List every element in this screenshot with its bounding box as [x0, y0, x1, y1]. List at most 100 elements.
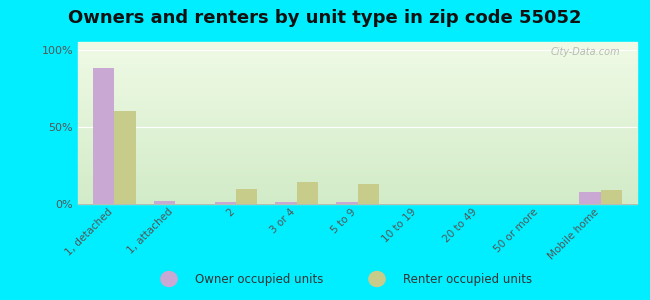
Bar [78, 79, 637, 81]
Bar [78, 176, 637, 178]
Bar [78, 131, 637, 133]
Bar [78, 175, 637, 176]
Bar [78, 196, 637, 197]
Bar [78, 87, 637, 89]
Bar [78, 45, 637, 47]
Bar [78, 157, 637, 159]
Bar [78, 141, 637, 142]
Bar [78, 103, 637, 105]
Bar [236, 189, 257, 204]
Bar [78, 81, 637, 82]
Bar [579, 192, 601, 204]
Bar [78, 134, 637, 136]
Bar [78, 108, 637, 110]
Text: Owners and renters by unit type in zip code 55052: Owners and renters by unit type in zip c… [68, 9, 582, 27]
Bar [78, 70, 637, 71]
Bar [78, 191, 637, 193]
Bar [78, 189, 637, 191]
Bar [78, 84, 637, 86]
Bar [78, 97, 637, 99]
Bar [78, 52, 637, 53]
Bar [78, 42, 637, 44]
Bar [78, 113, 637, 115]
Bar [93, 68, 114, 204]
Bar [78, 193, 637, 194]
Bar [78, 136, 637, 138]
Bar [78, 159, 637, 160]
Bar [78, 55, 637, 57]
Bar [78, 66, 637, 68]
Bar [601, 190, 622, 204]
Bar [78, 201, 637, 203]
Bar [78, 199, 637, 201]
Bar [78, 60, 637, 61]
Bar [114, 111, 136, 204]
Bar [154, 201, 176, 204]
Bar [78, 180, 637, 181]
Bar [78, 86, 637, 87]
Bar [78, 186, 637, 188]
Bar [78, 139, 637, 141]
Bar [78, 162, 637, 164]
Bar [78, 167, 637, 168]
Bar [78, 128, 637, 130]
Bar [297, 182, 318, 204]
Bar [78, 194, 637, 196]
Bar [78, 68, 637, 70]
Bar [78, 61, 637, 63]
Bar [78, 65, 637, 66]
Bar [78, 57, 637, 58]
Bar [78, 100, 637, 102]
Text: Owner occupied units: Owner occupied units [195, 272, 324, 286]
Bar [78, 155, 637, 157]
Bar [78, 165, 637, 167]
Bar [78, 164, 637, 165]
Bar [78, 94, 637, 95]
Bar [78, 58, 637, 60]
Bar [78, 123, 637, 124]
Bar [78, 107, 637, 108]
Bar [78, 138, 637, 139]
Bar [336, 202, 358, 204]
Bar [78, 53, 637, 55]
Bar [78, 118, 637, 120]
Bar [78, 115, 637, 116]
Bar [78, 149, 637, 151]
Bar [78, 95, 637, 97]
Bar [78, 144, 637, 146]
Bar [78, 89, 637, 91]
Bar [78, 92, 637, 94]
Bar [78, 76, 637, 78]
Text: Renter occupied units: Renter occupied units [403, 272, 532, 286]
Bar [78, 160, 637, 162]
Bar [78, 172, 637, 173]
Bar [78, 63, 637, 65]
Bar [358, 184, 379, 204]
Bar [78, 44, 637, 45]
Bar [78, 110, 637, 112]
Bar [78, 78, 637, 79]
Bar [214, 202, 236, 204]
Bar [78, 147, 637, 149]
Bar [78, 173, 637, 175]
Bar [78, 102, 637, 104]
Bar [78, 124, 637, 126]
Bar [78, 73, 637, 74]
Bar [78, 130, 637, 131]
Text: City-Data.com: City-Data.com [551, 47, 620, 57]
Bar [78, 71, 637, 73]
Bar [78, 183, 637, 184]
Bar [78, 116, 637, 118]
Bar [78, 146, 637, 147]
Bar [78, 120, 637, 122]
Bar [78, 202, 637, 204]
Bar [78, 47, 637, 49]
Bar [78, 151, 637, 152]
Bar [78, 112, 637, 113]
Bar [78, 99, 637, 100]
Bar [78, 181, 637, 183]
Bar [78, 178, 637, 180]
Bar [78, 49, 637, 50]
Bar [78, 197, 637, 199]
Bar [78, 133, 637, 134]
